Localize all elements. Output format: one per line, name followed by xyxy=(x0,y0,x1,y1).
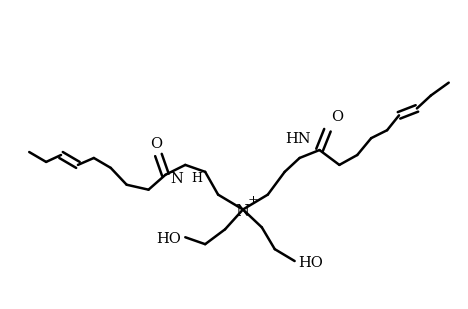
Text: N: N xyxy=(235,203,249,220)
Text: +: + xyxy=(248,194,258,207)
Text: HO: HO xyxy=(299,256,323,270)
Text: O: O xyxy=(331,110,344,124)
Text: HO: HO xyxy=(156,232,181,246)
Text: HN: HN xyxy=(285,132,310,146)
Text: H: H xyxy=(191,172,202,185)
Text: N: N xyxy=(170,172,183,186)
Text: O: O xyxy=(150,137,162,151)
